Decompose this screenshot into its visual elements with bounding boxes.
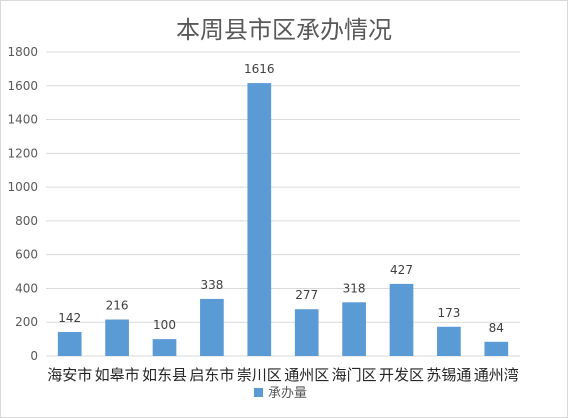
data-label: 84 — [489, 321, 504, 335]
data-label: 318 — [343, 281, 366, 295]
bar — [437, 326, 461, 356]
x-tick-label: 通州区 — [284, 366, 329, 384]
x-tick-label: 启东市 — [189, 366, 234, 384]
x-tick-label: 通州湾 — [474, 366, 519, 384]
bars — [57, 83, 509, 356]
y-tick-label: 1000 — [7, 180, 38, 194]
x-axis: 海安市 如皋市 如东县 启东市 崇川区 通州区 海门区 开发区 苏锡通 通州湾 — [47, 366, 519, 384]
bar — [200, 298, 224, 356]
legend-label: 承办量 — [268, 386, 307, 401]
x-tick-label: 开发区 — [379, 366, 424, 384]
y-axis: 0 200 400 600 800 1000 1200 1400 1600 1800 — [7, 45, 38, 363]
bar — [484, 341, 509, 356]
data-label: 338 — [200, 278, 223, 292]
data-label: 173 — [437, 306, 460, 320]
bar — [247, 83, 272, 356]
y-tick-label: 600 — [15, 248, 38, 262]
x-tick-label: 苏锡通 — [426, 366, 471, 384]
data-label: 100 — [153, 318, 176, 332]
y-tick-label: 1600 — [7, 79, 38, 93]
y-tick-label: 0 — [30, 349, 38, 363]
data-label: 1616 — [244, 62, 275, 76]
y-tick-label: 1400 — [7, 113, 38, 127]
data-label: 142 — [58, 311, 81, 325]
legend-swatch — [254, 388, 263, 397]
legend: 承办量 — [254, 386, 307, 401]
x-tick-label: 崇川区 — [237, 366, 282, 384]
data-label: 216 — [106, 299, 129, 313]
data-label: 427 — [390, 263, 413, 277]
bar — [57, 332, 82, 356]
y-tick-label: 1800 — [7, 45, 38, 59]
x-tick-label: 如东县 — [142, 366, 187, 384]
y-tick-label: 800 — [15, 214, 38, 228]
data-labels: 142 216 100 338 1616 277 318 427 173 84 — [58, 62, 504, 335]
bar — [152, 339, 177, 356]
y-tick-label: 400 — [15, 281, 38, 295]
bar — [342, 302, 366, 356]
bar — [294, 309, 319, 356]
x-tick-label: 如皋市 — [95, 366, 140, 384]
bar — [105, 319, 129, 356]
data-label: 277 — [295, 288, 318, 302]
y-tick-label: 200 — [15, 315, 38, 329]
x-tick-label: 海门区 — [332, 366, 377, 384]
x-tick-label: 海安市 — [47, 366, 92, 384]
y-tick-label: 1200 — [7, 146, 38, 160]
chart-title: 本周县市区承办情况 — [176, 16, 392, 44]
bar — [389, 283, 414, 356]
